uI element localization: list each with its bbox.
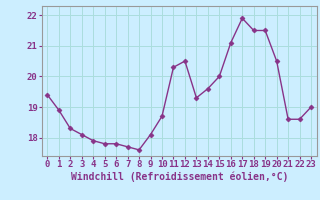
X-axis label: Windchill (Refroidissement éolien,°C): Windchill (Refroidissement éolien,°C) xyxy=(70,172,288,182)
